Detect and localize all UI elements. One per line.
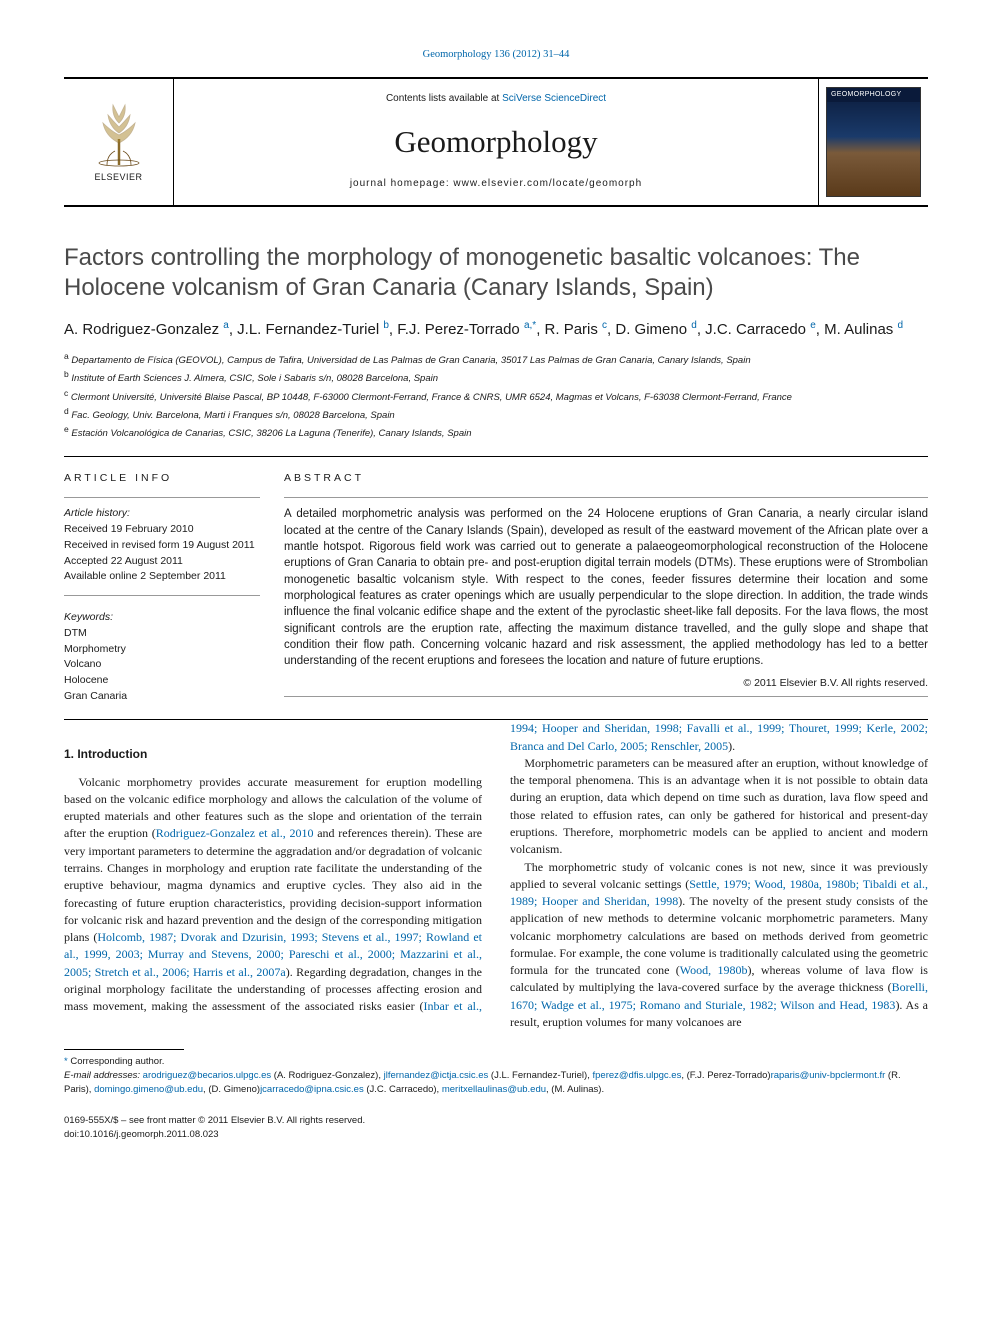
star-icon: * — [64, 1056, 68, 1067]
keyword: Morphometry — [64, 642, 260, 658]
email-label: E-mail addresses: — [64, 1070, 140, 1081]
author: R. Paris c — [545, 321, 608, 338]
affiliation-list: a Departamento de Física (GEOVOL), Campu… — [64, 350, 928, 442]
elsevier-tree-icon — [89, 99, 149, 167]
thin-divider — [64, 497, 260, 498]
affil-mark: d — [64, 406, 69, 416]
elsevier-wordmark: ELSEVIER — [89, 171, 149, 184]
article-history: Article history: Received 19 February 20… — [64, 506, 260, 585]
front-matter-line: 0169-555X/$ – see front matter © 2011 El… — [64, 1114, 365, 1127]
keyword: Holocene — [64, 673, 260, 689]
article-info-head: ARTICLE INFO — [64, 471, 260, 486]
corresponding-line: * Corresponding author. — [64, 1055, 928, 1069]
thin-divider — [64, 595, 260, 596]
email-link[interactable]: raparis@univ-bpclermont.fr — [771, 1070, 886, 1081]
keyword: Volcano — [64, 657, 260, 673]
cover-thumb-cell: GEOMORPHOLOGY — [818, 79, 928, 205]
body-columns: 1. Introduction Volcanic morphometry pro… — [64, 720, 928, 1031]
keyword: DTM — [64, 626, 260, 642]
email-link[interactable]: domingo.gimeno@ub.edu — [94, 1084, 203, 1095]
email-link[interactable]: jcarracedo@ipna.csic.es — [260, 1084, 364, 1095]
history-revised: Received in revised form 19 August 2011 — [64, 538, 260, 554]
affil-mark: d — [897, 320, 903, 331]
affiliation: c Clermont Université, Université Blaise… — [64, 387, 928, 405]
journal-cover-thumb: GEOMORPHOLOGY — [826, 87, 921, 197]
author-list: A. Rodriguez-Gonzalez a, J.L. Fernandez-… — [64, 319, 928, 340]
citation-link[interactable]: Geomorphology 136 (2012) 31–44 — [423, 49, 570, 60]
corresponding-footer: * Corresponding author. E-mail addresses… — [64, 1049, 928, 1096]
top-citation-link: Geomorphology 136 (2012) 31–44 — [64, 48, 928, 63]
intro-heading: 1. Introduction — [64, 746, 482, 763]
contents-prefix: Contents lists available at — [386, 93, 502, 104]
article-title: Factors controlling the morphology of mo… — [64, 243, 928, 303]
author: D. Gimeno d — [615, 321, 696, 338]
affil-mark: a — [64, 351, 69, 361]
email-link[interactable]: fperez@dfis.ulpgc.es — [592, 1070, 681, 1081]
bottom-row: 0169-555X/$ – see front matter © 2011 El… — [64, 1114, 928, 1141]
contents-list-line: Contents lists available at SciVerse Sci… — [174, 92, 818, 106]
author: J.L. Fernandez-Turiel b — [237, 321, 389, 338]
abstract-copyright: © 2011 Elsevier B.V. All rights reserved… — [284, 676, 928, 691]
email-link[interactable]: arodriguez@becarios.ulpgc.es — [143, 1070, 271, 1081]
affil-mark: e — [64, 424, 69, 434]
journal-header: ELSEVIER Contents lists available at Sci… — [64, 77, 928, 207]
author: J.C. Carracedo e — [705, 321, 816, 338]
journal-name: Geomorphology — [174, 120, 818, 163]
affiliation: b Institute of Earth Sciences J. Almera,… — [64, 368, 928, 386]
thin-divider — [284, 497, 928, 498]
corresponding-star-icon: ,* — [530, 320, 537, 331]
info-abstract-row: ARTICLE INFO Article history: Received 1… — [64, 471, 928, 706]
section-divider — [64, 456, 928, 457]
history-label: Article history: — [64, 506, 260, 522]
ref-link[interactable]: Rodriguez-Gonzalez et al., 2010 — [156, 826, 314, 840]
article-info-col: ARTICLE INFO Article history: Received 1… — [64, 471, 284, 706]
elsevier-logo: ELSEVIER — [89, 99, 149, 184]
author: A. Rodriguez-Gonzalez a — [64, 321, 229, 338]
intro-para-3: Morphometric parameters can be measured … — [510, 755, 928, 859]
email-block: E-mail addresses: arodriguez@becarios.ul… — [64, 1069, 928, 1097]
email-link[interactable]: meritxellaulinas@ub.edu — [442, 1084, 546, 1095]
thin-divider — [284, 696, 928, 697]
affiliation: a Departamento de Física (GEOVOL), Campu… — [64, 350, 928, 368]
intro-para-4: The morphometric study of volcanic cones… — [510, 859, 928, 1032]
keyword: Gran Canaria — [64, 689, 260, 705]
ref-link[interactable]: Wood, 1980b — [680, 963, 748, 977]
affil-mark: c — [64, 388, 68, 398]
journal-homepage: journal homepage: www.elsevier.com/locat… — [174, 177, 818, 191]
doi-line: doi:10.1016/j.geomorph.2011.08.023 — [64, 1128, 365, 1141]
publisher-logo-cell: ELSEVIER — [64, 79, 174, 205]
abstract-col: ABSTRACT A detailed morphometric analysi… — [284, 471, 928, 706]
email-link[interactable]: jlfernandez@ictja.csic.es — [384, 1070, 489, 1081]
affil-mark: a — [223, 320, 229, 331]
header-center: Contents lists available at SciVerse Sci… — [174, 79, 818, 205]
affil-mark: d — [691, 320, 697, 331]
affiliation: e Estación Volcanológica de Canarias, CS… — [64, 423, 928, 441]
keywords-block: Keywords: DTMMorphometryVolcanoHoloceneG… — [64, 610, 260, 705]
abstract-body: A detailed morphometric analysis was per… — [284, 506, 928, 669]
bottom-left: 0169-555X/$ – see front matter © 2011 El… — [64, 1114, 365, 1141]
affil-mark: c — [602, 320, 607, 331]
history-accepted: Accepted 22 August 2011 — [64, 554, 260, 570]
keywords-label: Keywords: — [64, 610, 260, 626]
affil-mark: b — [383, 320, 389, 331]
abstract-head: ABSTRACT — [284, 471, 928, 486]
author: M. Aulinas d — [824, 321, 903, 338]
author: F.J. Perez-Torrado a,* — [397, 321, 536, 338]
scidirect-link[interactable]: SciVerse ScienceDirect — [502, 93, 606, 104]
history-received: Received 19 February 2010 — [64, 522, 260, 538]
cover-label: GEOMORPHOLOGY — [831, 90, 916, 100]
history-online: Available online 2 September 2011 — [64, 569, 260, 585]
affil-mark: b — [64, 369, 69, 379]
affil-mark: e — [810, 320, 816, 331]
affiliation: d Fac. Geology, Univ. Barcelona, Marti i… — [64, 405, 928, 423]
